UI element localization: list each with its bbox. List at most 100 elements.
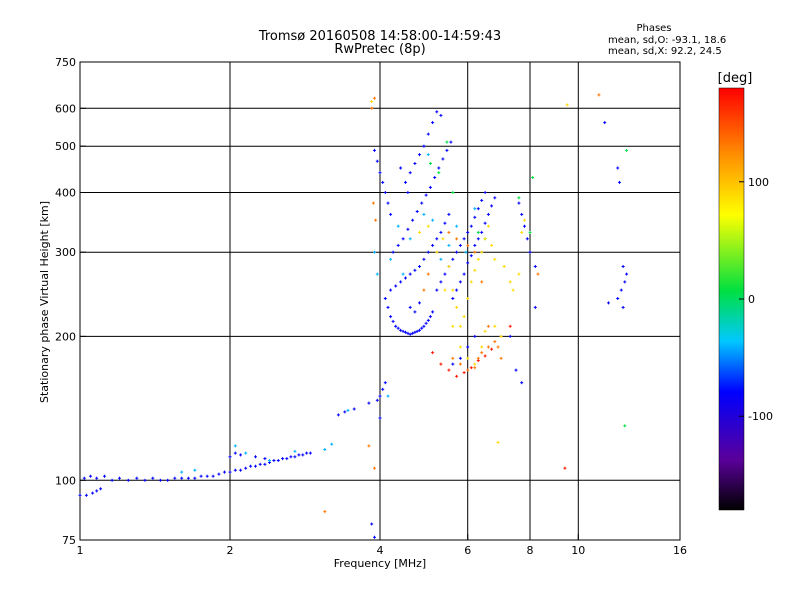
data-point	[370, 522, 374, 526]
data-point	[413, 268, 417, 272]
data-point	[451, 191, 455, 194]
data-point	[415, 210, 419, 213]
data-point	[95, 476, 99, 480]
data-point	[466, 356, 470, 360]
data-point	[406, 227, 410, 231]
data-point	[420, 326, 424, 330]
data-point	[533, 305, 537, 309]
data-point	[486, 345, 490, 349]
data-point	[381, 387, 385, 391]
data-point	[233, 444, 237, 448]
data-point	[389, 212, 393, 216]
data-point	[563, 466, 567, 470]
data-point	[263, 457, 267, 461]
x-tick-label: 10	[571, 544, 585, 557]
data-point	[103, 474, 106, 478]
data-point	[451, 257, 455, 261]
data-point	[391, 250, 395, 254]
x-tick-label: 8	[527, 544, 534, 557]
data-point	[426, 224, 430, 228]
data-point	[437, 171, 441, 175]
data-point	[483, 354, 487, 358]
data-point	[528, 230, 532, 234]
x-tick-label: 4	[377, 544, 384, 557]
data-point	[373, 148, 376, 152]
data-point	[258, 462, 262, 466]
data-point	[411, 218, 415, 222]
data-point	[455, 237, 459, 241]
data-point	[458, 356, 462, 360]
data-point	[451, 297, 455, 300]
data-point	[244, 466, 248, 470]
data-point	[490, 204, 494, 208]
data-point	[508, 280, 512, 284]
data-point	[408, 171, 412, 175]
data-point	[437, 166, 441, 170]
data-point	[480, 351, 484, 355]
data-point	[323, 448, 327, 451]
data-point	[408, 272, 412, 276]
data-point	[422, 257, 426, 261]
data-point	[476, 237, 480, 241]
data-point	[404, 330, 407, 334]
data-point	[254, 464, 257, 468]
data-point	[483, 221, 487, 225]
data-point	[233, 468, 237, 472]
data-point	[493, 257, 497, 261]
data-point	[301, 453, 305, 457]
data-point	[469, 366, 473, 370]
data-point	[496, 440, 500, 444]
data-point	[466, 297, 470, 300]
data-point	[343, 410, 347, 414]
data-point	[396, 326, 400, 330]
data-point	[217, 472, 221, 476]
data-point	[443, 272, 447, 276]
data-point	[205, 474, 209, 478]
data-point	[89, 474, 93, 478]
x-tick-label: 6	[464, 544, 471, 557]
data-point	[466, 345, 470, 349]
data-point	[346, 408, 350, 412]
data-point	[281, 457, 285, 461]
data-point	[523, 224, 526, 228]
data-point	[455, 250, 459, 254]
data-point	[126, 478, 130, 482]
data-point	[480, 280, 484, 284]
data-point	[422, 144, 426, 148]
data-point	[233, 451, 237, 455]
data-point	[418, 301, 421, 305]
data-points	[78, 93, 629, 539]
data-point	[466, 230, 470, 234]
data-point	[473, 215, 477, 219]
data-point	[401, 329, 405, 333]
data-point	[439, 113, 443, 117]
data-point	[394, 284, 398, 288]
data-point	[293, 455, 297, 459]
data-point	[211, 474, 215, 478]
data-point	[431, 218, 435, 222]
data-point	[439, 230, 443, 234]
data-point	[82, 476, 86, 480]
data-point	[373, 535, 376, 539]
data-point	[502, 265, 506, 268]
data-point	[447, 243, 451, 247]
data-point	[158, 478, 162, 482]
data-point	[464, 250, 468, 254]
data-point	[520, 230, 524, 234]
y-tick-label: 100	[55, 474, 76, 487]
data-point	[374, 218, 378, 222]
data-point	[520, 381, 524, 385]
data-point	[323, 510, 327, 514]
data-point	[469, 224, 473, 228]
data-point	[378, 394, 382, 398]
data-point	[297, 453, 301, 457]
data-point	[458, 345, 462, 349]
data-point	[422, 212, 426, 216]
data-point	[399, 166, 403, 170]
data-point	[367, 401, 371, 405]
data-point	[493, 196, 497, 200]
data-point	[480, 198, 484, 202]
data-point	[466, 368, 470, 372]
data-point	[493, 340, 497, 344]
data-point	[426, 250, 430, 254]
